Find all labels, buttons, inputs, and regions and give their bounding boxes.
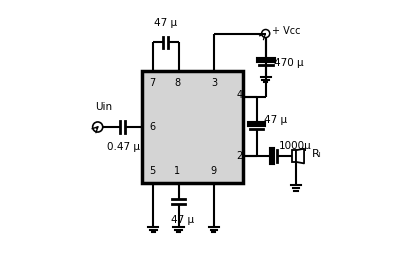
Text: 47 μ: 47 μ: [171, 215, 194, 225]
Text: 9: 9: [211, 166, 217, 176]
Text: + Vcc: + Vcc: [272, 26, 300, 36]
Polygon shape: [296, 149, 304, 163]
Bar: [142, 71, 243, 183]
Text: 7: 7: [149, 78, 155, 88]
Text: 470 μ: 470 μ: [274, 58, 303, 68]
Bar: [292, 150, 296, 162]
Text: 4: 4: [236, 90, 242, 100]
Text: Uin: Uin: [95, 102, 112, 112]
Text: 47 μ: 47 μ: [264, 115, 287, 125]
Text: 1000μ: 1000μ: [279, 141, 312, 151]
Text: 8: 8: [174, 78, 180, 88]
Text: 2: 2: [236, 151, 242, 161]
Text: 3: 3: [211, 78, 217, 88]
Text: 5: 5: [149, 166, 155, 176]
Text: 0.47 μ: 0.47 μ: [107, 142, 140, 152]
Text: 47 μ: 47 μ: [154, 19, 178, 28]
Text: 6: 6: [149, 122, 155, 132]
Text: 1: 1: [174, 166, 180, 176]
Text: Rₗ: Rₗ: [312, 149, 321, 158]
